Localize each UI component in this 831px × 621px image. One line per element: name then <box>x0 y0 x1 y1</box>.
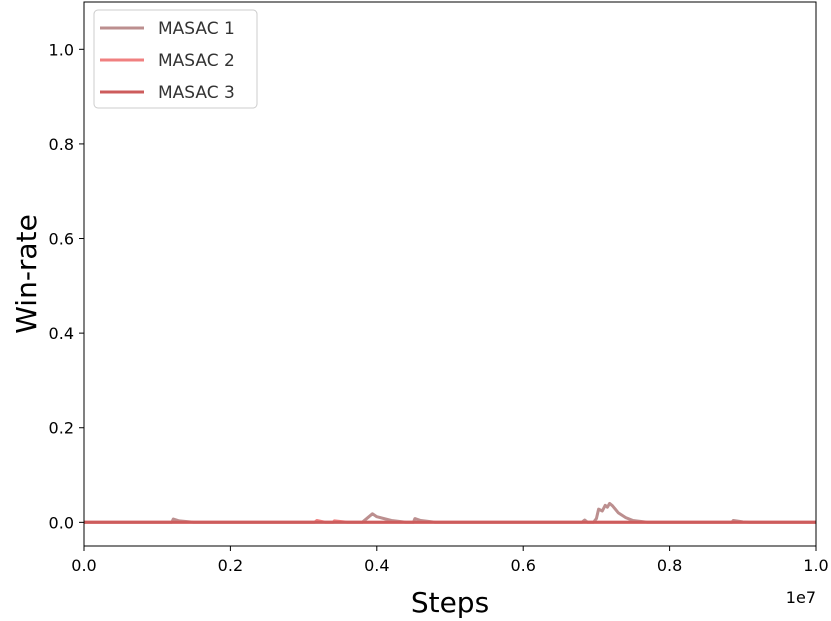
legend-label-3: MASAC 3 <box>158 83 235 103</box>
y-tick-label: 0.0 <box>49 513 74 532</box>
x-tick-label: 0.4 <box>364 556 389 575</box>
x-tick-label: 0.8 <box>657 556 682 575</box>
plot-frame <box>83 1 817 547</box>
series-layer <box>84 501 816 524</box>
x-tick-label: 0.0 <box>71 556 96 575</box>
x-axis-label: Steps <box>411 586 489 619</box>
x-tick-label: 0.6 <box>510 556 535 575</box>
y-tick-label: 0.6 <box>49 230 74 249</box>
x-axis-ticks: 0.0 0.2 0.4 0.6 0.8 1.0 <box>71 546 829 575</box>
y-tick-label: 0.4 <box>49 324 74 343</box>
legend-label-2: MASAC 2 <box>158 51 235 71</box>
y-tick-label: 0.2 <box>49 419 74 438</box>
legend-label-1: MASAC 1 <box>158 19 235 39</box>
x-tick-label: 1.0 <box>803 556 828 575</box>
series-line-1 <box>84 501 816 524</box>
y-axis-label: Win-rate <box>10 214 43 334</box>
legend: MASAC 1 MASAC 2 MASAC 3 <box>93 9 258 109</box>
legend-box <box>93 9 258 109</box>
x-axis-offset-label: 1e7 <box>786 588 816 607</box>
y-axis-ticks: 0.0 0.2 0.4 0.6 0.8 1.0 <box>49 40 84 532</box>
x-tick-label: 0.2 <box>218 556 243 575</box>
y-tick-label: 0.8 <box>49 135 74 154</box>
y-tick-label: 1.0 <box>49 40 74 59</box>
